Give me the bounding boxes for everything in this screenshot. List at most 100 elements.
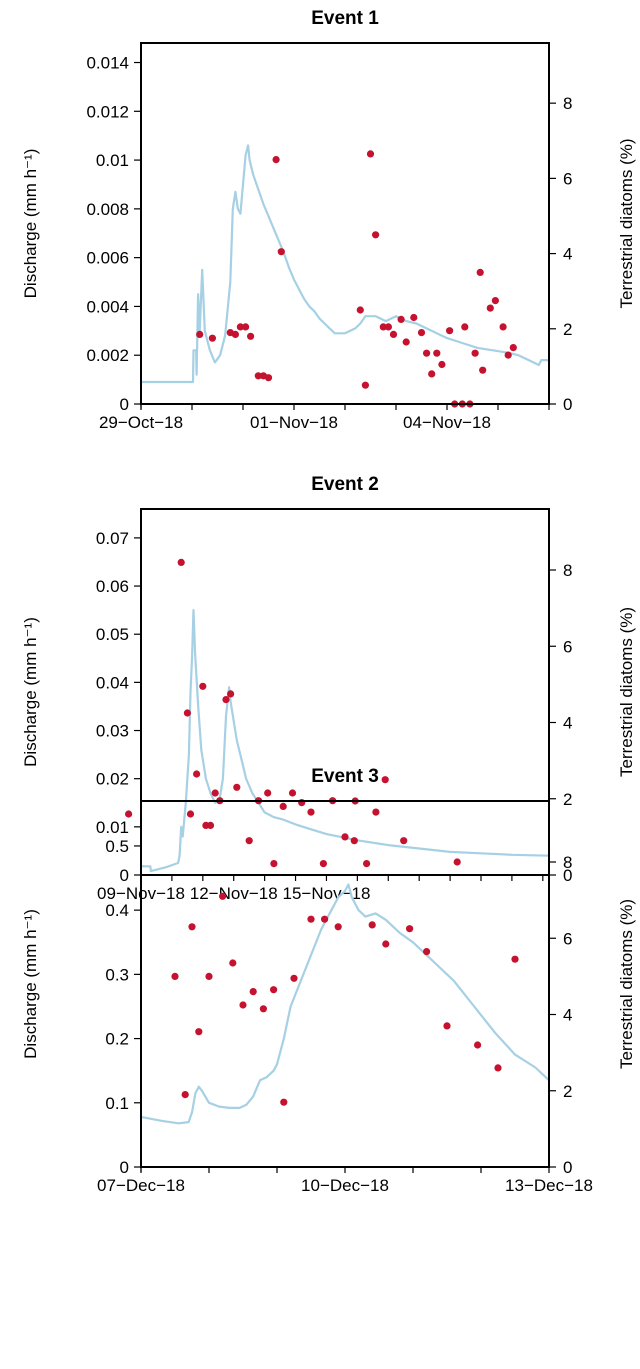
y-tick-label: 0 [120, 395, 129, 414]
y2-tick-label: 8 [563, 853, 572, 872]
diatom-point [428, 370, 436, 378]
diatom-point [188, 923, 196, 931]
diatom-point [229, 959, 237, 967]
diatom-point [227, 690, 235, 698]
y-tick-label: 0.01 [96, 818, 129, 837]
y-tick-label: 0.1 [105, 1094, 129, 1113]
diatom-point [222, 696, 230, 704]
chart-title: Event 2 [311, 474, 379, 495]
diatom-point [356, 306, 364, 314]
diatom-point [211, 789, 219, 797]
diatom-point [171, 972, 179, 981]
diatom-point [479, 366, 487, 374]
diatom-point [476, 268, 484, 276]
x-tick-label: 10−Dec−18 [301, 1176, 389, 1195]
diatom-point [406, 925, 414, 933]
diatom-point [334, 923, 342, 931]
diatom-point [443, 1022, 451, 1030]
discharge-series-line [141, 608, 549, 873]
diatom-point [270, 986, 278, 994]
y-tick-label: 0.014 [86, 54, 129, 73]
diatom-point [350, 837, 358, 845]
diatom-point [290, 974, 298, 982]
diatom-point [206, 821, 215, 830]
diatom-point [381, 776, 389, 784]
diatom-point [372, 808, 380, 816]
diatom-point [410, 313, 418, 322]
chart-title: Event 3 [311, 766, 379, 787]
diatom-point [186, 810, 195, 818]
diatom-point [423, 349, 431, 357]
x-tick-label: 15−Nov−18 [283, 884, 371, 903]
y-tick-label: 0.4 [105, 901, 129, 920]
plot-frame [140, 508, 550, 876]
diatom-point [242, 323, 250, 331]
diatom-point [231, 330, 239, 338]
diatom-point [382, 940, 390, 948]
diatom-point [264, 789, 272, 797]
y-tick-label: 0 [120, 866, 129, 885]
diatom-point [402, 338, 410, 346]
y-tick-label: 0.5 [105, 837, 129, 856]
diatom-point [446, 327, 454, 335]
y2-tick-label: 8 [563, 94, 572, 113]
y-tick-label: 0.04 [96, 673, 129, 692]
diatom-point [270, 860, 278, 868]
diatom-point [417, 329, 426, 337]
diatom-point [239, 1001, 247, 1009]
y2-axis-label: Terrestrial diatoms (%) [617, 138, 636, 308]
chart-panel-2: Event 2 0 0.01 0.02 0.03 0.04 0.05 0.06 0.07 0 2 4 6… [21, 474, 636, 903]
y-axis-label: Discharge (mm h⁻¹) [21, 149, 40, 299]
diatom-point [236, 323, 244, 331]
y2-tick-label: 2 [563, 1082, 572, 1101]
diatom-point [499, 323, 507, 331]
diatom-point [277, 248, 285, 256]
diatom-point [125, 810, 133, 818]
diatom-point [183, 709, 191, 717]
diatom-point [400, 837, 408, 845]
y-tick-label: 0.01 [96, 151, 129, 170]
chart-title: Event 1 [311, 8, 379, 29]
y2-tick-label: 2 [563, 790, 572, 809]
diatom-point [249, 988, 257, 996]
y-tick-label: 0.002 [86, 346, 129, 365]
y-tick-label: 0.012 [86, 102, 129, 121]
diatom-point [272, 156, 280, 164]
y2-tick-label: 0 [563, 1158, 572, 1177]
diatom-point [366, 150, 375, 158]
diatom-point [177, 558, 185, 567]
x-tick-label: 13−Dec−18 [505, 1176, 593, 1195]
diatom-point [196, 330, 204, 338]
chart-panel-3: Event 3 0 0.1 0.2 0.3 0.4 0.5 0 2 4 6 8 07−Dec−18 10−… [21, 766, 636, 1195]
x-tick-label: 12−Nov−18 [190, 884, 278, 903]
diatom-point [247, 332, 255, 340]
x-tick-label: 29−Oct−18 [99, 413, 183, 432]
diatom-point [433, 349, 441, 357]
y-tick-label: 0.3 [105, 965, 129, 984]
diatom-point [181, 1091, 189, 1099]
diatom-point [307, 808, 315, 816]
y-tick-label: 0.05 [96, 625, 129, 644]
diatom-point [372, 231, 380, 239]
diatom-point [438, 360, 446, 369]
diatom-point [233, 783, 241, 791]
y2-tick-label: 6 [563, 637, 572, 656]
diatom-point [245, 837, 253, 845]
y2-tick-label: 2 [563, 320, 572, 339]
y-tick-label: 0 [120, 1158, 129, 1177]
diatom-point [504, 351, 512, 359]
discharge-series-line [141, 883, 549, 1125]
x-tick-label: 01−Nov−18 [250, 413, 338, 432]
diatom-point [389, 330, 398, 338]
diatom-point [307, 915, 315, 923]
diatom-point [279, 802, 287, 811]
diatom-point [494, 1064, 502, 1072]
diatom-point [195, 1028, 203, 1036]
diatom-point [205, 972, 213, 981]
y2-tick-label: 6 [563, 929, 572, 948]
diatom-point [474, 1041, 482, 1049]
diatom-point [341, 833, 349, 841]
diatom-point [264, 374, 273, 382]
diatom-point [259, 1005, 267, 1013]
